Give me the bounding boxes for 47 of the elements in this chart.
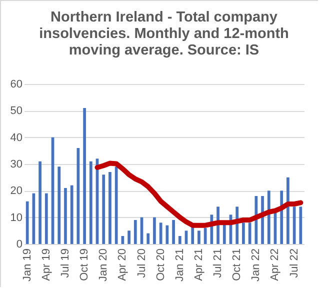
bar [153,217,156,244]
bar [44,193,48,244]
x-tick-label: Jan 21 [174,248,186,282]
x-tick-label: Apr 22 [269,248,282,281]
x-tick-label: Apr 21 [192,248,205,281]
bar [159,222,162,244]
x-tick-label: Jan 20 [98,248,110,282]
x-tick-label: Apr 19 [40,248,52,281]
y-tick-label: 0 [16,238,22,250]
bar [64,188,67,244]
bar [286,177,290,244]
x-tick-label: Jul 22 [288,248,300,278]
y-tick-label: 50 [10,105,22,118]
bar [89,161,92,244]
x-tick-label: Jul 21 [212,248,224,278]
bar [26,201,29,244]
bar [146,233,150,244]
bar [242,222,245,244]
x-tick-label: Jan 19 [21,248,34,282]
bar [38,161,42,244]
y-tick-label: 60 [10,78,22,90]
bar [198,230,200,244]
x-tick-label: Jul 19 [59,248,72,278]
bar [108,172,112,244]
bar [83,108,86,244]
y-tick-label: 30 [10,158,22,170]
bar [70,185,74,244]
bar [58,166,61,244]
bar [172,220,175,244]
x-tick-label: Apr 20 [116,248,129,281]
bar [134,220,137,244]
x-tick-label: Jan 22 [250,248,262,282]
y-tick-label: 10 [10,212,22,224]
bar [267,190,270,244]
y-tick-label: 20 [10,185,22,198]
x-tick-label: Jul 20 [136,248,148,278]
bar [178,236,182,244]
bar [114,166,118,244]
y-tick-label: 40 [10,132,22,144]
chart-title: Northern Ireland - Total company insolvencies. Monthly and 12-month moving average. Source: IS [39,10,289,58]
bar [299,206,302,244]
x-tick-label: Oct 19 [78,248,91,281]
x-tick-label: Oct 20 [154,248,167,281]
bar [166,225,169,244]
bar [128,230,130,244]
bar [102,174,106,244]
x-tick-label: Oct 21 [231,248,244,281]
